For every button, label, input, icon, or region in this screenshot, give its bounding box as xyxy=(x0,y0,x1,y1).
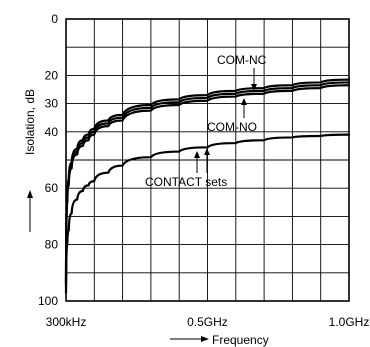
y-tick-label: 100 xyxy=(38,294,58,308)
annotation-com-no: COM-NO xyxy=(207,120,257,134)
y-tick-label: 80 xyxy=(45,238,59,252)
annotation-contact-arrow-1 xyxy=(194,151,200,158)
y-tick-label: 40 xyxy=(45,125,59,139)
annotation-com-no-arrow-1 xyxy=(241,98,247,105)
annotation-com-nc: COM-NC xyxy=(217,53,267,67)
y-tick-label: 0 xyxy=(51,12,58,26)
x-axis-arrow-head xyxy=(201,336,209,342)
x-tick-label: 300kHz xyxy=(46,315,87,329)
y-tick-labels: 0 20 30 40 60 80 100 xyxy=(38,12,58,308)
y-axis-arrow-head xyxy=(27,190,33,198)
y-axis-label: Isolation, dB xyxy=(23,89,37,155)
annotation-contact-sets: CONTACT sets xyxy=(145,175,227,189)
x-axis-label: Frequency xyxy=(212,333,269,347)
x-tick-labels: 300kHz 0.5GHz 1.0GHz xyxy=(46,315,370,329)
annotation-contact-arrow-2 xyxy=(204,148,210,155)
x-tick-label: 1.0GHz xyxy=(329,315,370,329)
y-tick-label: 60 xyxy=(45,181,59,195)
x-tick-label: 0.5GHz xyxy=(187,315,228,329)
y-tick-label: 30 xyxy=(45,97,59,111)
y-tick-label: 20 xyxy=(45,68,59,82)
